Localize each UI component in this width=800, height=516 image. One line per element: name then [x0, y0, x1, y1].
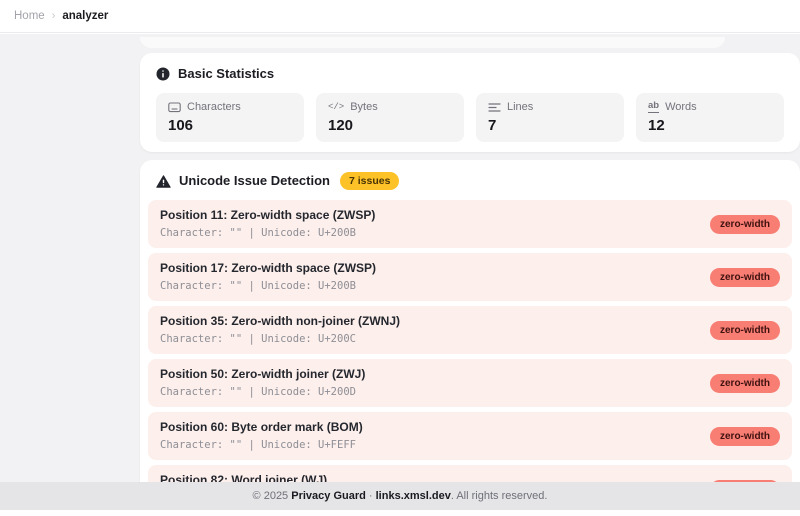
issue-detail: Character: "" | Unicode: U+FEFF: [160, 439, 356, 451]
footer-brand: Privacy Guard: [291, 490, 366, 502]
lines-icon: [488, 102, 501, 113]
stat-lines-value: 7: [488, 117, 497, 134]
stat-lines-label: Lines: [507, 101, 534, 113]
stat-characters-value: 106: [168, 117, 194, 134]
footer-copyright: © 2025: [252, 490, 292, 502]
stat-bytes-value: 120: [328, 117, 354, 134]
breadcrumb-separator-icon: ›: [51, 10, 56, 22]
issue-row: Position 60: Byte order mark (BOM) Chara…: [148, 412, 792, 460]
basic-statistics-header: Basic Statistics: [156, 65, 784, 83]
unicode-issues-title: Unicode Issue Detection: [179, 173, 330, 188]
stats-row: Characters 106 </> Bytes 120: [156, 93, 784, 142]
stat-lines: Lines 7: [476, 93, 624, 142]
issue-info: Position 17: Zero-width space (ZWSP) Cha…: [160, 261, 376, 293]
issue-detail: Character: "" | Unicode: U+200D: [160, 386, 356, 398]
info-icon: [156, 67, 170, 81]
issue-row: Position 35: Zero-width non-joiner (ZWNJ…: [148, 306, 792, 354]
issue-detail: Character: "" | Unicode: U+200B: [160, 280, 356, 292]
stat-words-label: Words: [665, 101, 697, 113]
stat-characters-label: Characters: [187, 101, 241, 113]
main-content: Basic Statistics: [0, 34, 800, 516]
issue-row: Position 11: Zero-width space (ZWSP) Cha…: [148, 200, 792, 248]
stat-words: ab Words 12: [636, 93, 784, 142]
issue-tag-badge: zero-width: [710, 267, 780, 287]
unicode-issues-card: Unicode Issue Detection 7 issues Positio…: [140, 160, 800, 516]
footer-domain-link[interactable]: links.xmsl.dev: [375, 490, 451, 502]
issue-info: Position 35: Zero-width non-joiner (ZWNJ…: [160, 314, 400, 346]
stat-bytes: </> Bytes 120: [316, 93, 464, 142]
basic-statistics-card: Basic Statistics: [140, 53, 800, 152]
bottom-strip: [0, 510, 800, 516]
issue-detail: Character: "" | Unicode: U+200B: [160, 227, 356, 239]
stat-bytes-label: Bytes: [350, 101, 378, 113]
issue-tag-badge: zero-width: [710, 320, 780, 340]
unicode-issues-header: Unicode Issue Detection 7 issues: [148, 172, 792, 200]
issue-title: Position 50: Zero-width joiner (ZWJ): [160, 367, 366, 381]
issue-title: Position 35: Zero-width non-joiner (ZWNJ…: [160, 314, 400, 328]
issue-tag-badge: zero-width: [710, 373, 780, 393]
footer-separator: ·: [365, 490, 376, 502]
basic-statistics-title: Basic Statistics: [178, 66, 275, 81]
keyboard-icon: [168, 101, 181, 113]
issue-row: Position 17: Zero-width space (ZWSP) Cha…: [148, 253, 792, 301]
breadcrumb-home-link[interactable]: Home: [14, 10, 45, 22]
scrolled-card-remnant: [140, 37, 725, 48]
issue-info: Position 50: Zero-width joiner (ZWJ) Cha…: [160, 367, 365, 399]
footer: © 2025 Privacy Guard · links.xmsl.dev. A…: [0, 482, 800, 510]
footer-rights: . All rights reserved.: [450, 490, 548, 502]
issue-title: Position 11: Zero-width space (ZWSP): [160, 208, 376, 222]
code-icon: </>: [328, 102, 345, 112]
issue-title: Position 60: Byte order mark (BOM): [160, 420, 363, 434]
issue-info: Position 11: Zero-width space (ZWSP) Cha…: [160, 208, 375, 240]
issue-tag-badge: zero-width: [710, 426, 780, 446]
issue-detail: Character: "" | Unicode: U+200C: [160, 333, 356, 345]
issue-tag-badge: zero-width: [710, 214, 780, 234]
stat-words-value: 12: [648, 117, 665, 134]
breadcrumb-bar: Home › analyzer: [0, 0, 800, 33]
warning-triangle-icon: [156, 174, 171, 188]
stat-characters: Characters 106: [156, 93, 304, 142]
issues-count-badge: 7 issues: [339, 172, 400, 190]
issue-title: Position 17: Zero-width space (ZWSP): [160, 261, 377, 275]
whole-word-icon: ab: [648, 100, 660, 113]
issue-row: Position 50: Zero-width joiner (ZWJ) Cha…: [148, 359, 792, 407]
breadcrumb-current: analyzer: [62, 10, 109, 22]
issue-info: Position 60: Byte order mark (BOM) Chara…: [160, 420, 363, 452]
